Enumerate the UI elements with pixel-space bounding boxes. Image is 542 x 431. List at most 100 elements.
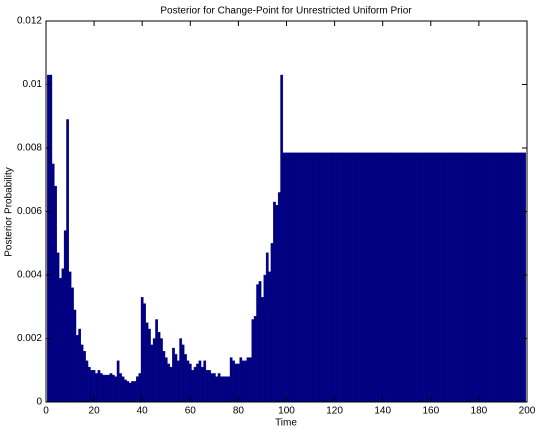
y-axis-label: Posterior Probability: [4, 167, 15, 256]
bar: [436, 152, 440, 403]
bar: [246, 357, 250, 403]
x-tick-label: 100: [278, 406, 295, 417]
bar: [222, 376, 226, 403]
bar: [181, 344, 185, 403]
bar: [443, 152, 447, 403]
bar: [68, 271, 72, 403]
bar: [321, 152, 324, 403]
bar: [73, 309, 77, 403]
bar: [203, 360, 207, 403]
bar: [294, 152, 298, 403]
bar: [400, 152, 404, 403]
bar: [104, 374, 108, 403]
bar: [306, 152, 310, 403]
bar: [155, 319, 158, 403]
bar: [316, 152, 320, 403]
bar: [188, 363, 192, 403]
bar: [143, 303, 146, 403]
bar: [338, 152, 341, 403]
bar: [249, 357, 252, 403]
bar: [87, 366, 91, 403]
bar: [446, 152, 449, 403]
bar: [297, 152, 300, 403]
bar: [484, 152, 488, 403]
bar: [328, 152, 332, 403]
bar: [85, 360, 89, 403]
bar: [419, 152, 423, 403]
bar: [205, 370, 209, 403]
bar: [90, 370, 94, 403]
x-tick-label: 40: [137, 406, 149, 417]
bar: [472, 152, 476, 403]
bar: [523, 152, 526, 403]
bar: [311, 152, 315, 403]
bar: [366, 152, 370, 403]
bar: [99, 373, 103, 403]
y-tick-label: 0.01: [23, 79, 43, 90]
bar: [54, 185, 57, 403]
x-axis-label: Time: [275, 418, 297, 429]
bar: [95, 373, 98, 403]
bar: [309, 152, 312, 403]
x-tick-label: 20: [89, 406, 101, 417]
bar: [415, 152, 418, 403]
bar: [448, 152, 452, 403]
bar: [513, 152, 517, 403]
bar: [277, 192, 281, 403]
bar: [285, 152, 288, 403]
bar: [345, 152, 348, 403]
bar: [506, 152, 510, 403]
bar: [193, 366, 197, 403]
bar: [157, 331, 161, 403]
y-tick-label: 0.008: [17, 143, 42, 154]
bar: [47, 74, 50, 403]
bar: [453, 152, 457, 403]
bar: [150, 344, 154, 403]
bar: [111, 374, 115, 403]
bar: [280, 74, 284, 403]
bar: [347, 152, 351, 403]
bar: [335, 152, 339, 403]
bar: [176, 360, 180, 403]
bar: [393, 152, 397, 403]
bar: [359, 152, 363, 403]
x-tick-label: 120: [326, 406, 343, 417]
bar: [494, 152, 498, 403]
bar: [83, 351, 86, 403]
bar: [210, 373, 214, 403]
y-tick-label: 0.002: [17, 333, 42, 344]
bar: [152, 338, 156, 403]
bar: [78, 328, 82, 403]
bar: [292, 152, 296, 403]
bar: [289, 152, 293, 403]
bar: [398, 152, 401, 403]
bar: [299, 152, 303, 403]
bar: [167, 363, 171, 403]
bar: [51, 163, 55, 403]
bar: [169, 366, 173, 403]
bar: [487, 152, 490, 403]
bar: [434, 152, 437, 403]
bar: [128, 382, 132, 403]
bar: [61, 268, 65, 403]
bar: [427, 152, 430, 403]
bar: [304, 152, 308, 403]
bar: [133, 381, 137, 403]
bar: [465, 152, 469, 403]
bar: [102, 374, 106, 403]
bar: [227, 376, 231, 403]
bar: [97, 370, 101, 403]
bar: [357, 152, 361, 403]
bar: [212, 373, 216, 403]
chart-title: Posterior for Change-Point for Unrestric…: [160, 6, 412, 17]
bar: [381, 152, 385, 403]
bar: [410, 152, 413, 403]
bar: [489, 152, 493, 403]
bar: [323, 152, 327, 403]
bar: [263, 274, 267, 403]
bar: [342, 152, 346, 403]
bar: [352, 152, 356, 403]
bar: [225, 376, 228, 403]
bar: [501, 152, 505, 403]
